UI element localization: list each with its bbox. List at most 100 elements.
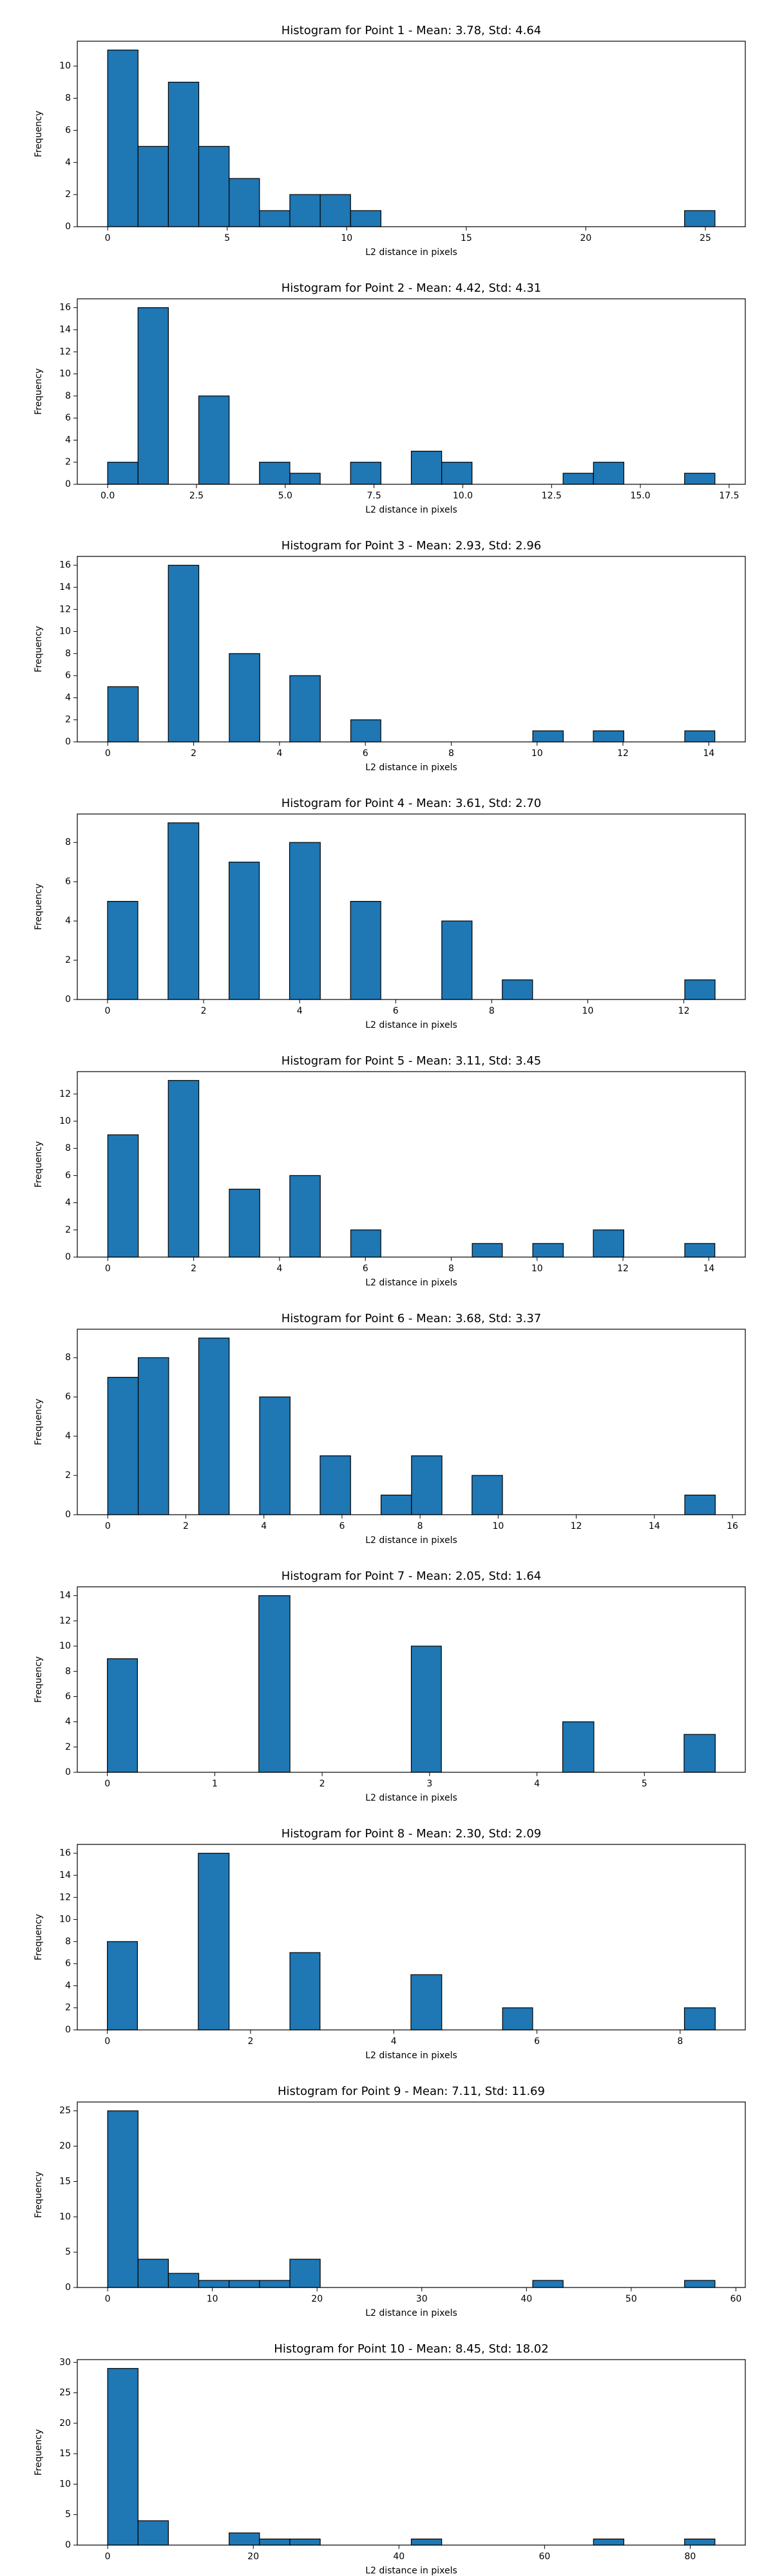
bar	[228, 862, 260, 1000]
x-tick-label: 14	[649, 1521, 660, 1531]
y-axis-label: Frequency	[33, 1656, 44, 1703]
x-tick-label: 0.0	[100, 491, 115, 501]
chart-title: Histogram for Point 5 - Mean: 3.11, Std:…	[282, 1054, 542, 1068]
y-tick-label: 2	[65, 2003, 71, 2013]
y-tick-label: 0	[65, 2025, 71, 2035]
y-tick-label: 12	[59, 1616, 71, 1626]
bar	[137, 2520, 169, 2546]
x-tick-label: 6	[363, 748, 368, 759]
bar	[350, 462, 381, 485]
x-axis-label: L2 distance in pixels	[365, 1793, 457, 1803]
y-tick-label: 2	[65, 189, 71, 200]
y-tick-label: 16	[59, 303, 71, 313]
bar	[289, 1175, 321, 1258]
y-tick-label: 6	[65, 1170, 71, 1180]
y-tick-label: 8	[65, 1937, 71, 1947]
y-tick-label: 4	[65, 1717, 71, 1727]
y-tick-label: 30	[59, 2357, 71, 2367]
x-axis-label: L2 distance in pixels	[365, 1020, 457, 1030]
y-axis-label: Frequency	[33, 884, 44, 930]
y-tick-label: 0	[65, 737, 71, 747]
bar	[593, 2538, 625, 2546]
chart-title: Histogram for Point 8 - Mean: 2.30, Std:…	[282, 1827, 542, 1841]
x-tick-label: 6	[339, 1521, 345, 1531]
bar	[107, 1134, 139, 1258]
y-tick-label: 12	[59, 604, 71, 614]
bar	[593, 1229, 624, 1258]
x-tick-label: 17.5	[719, 491, 739, 501]
axes-frame	[77, 1071, 746, 1258]
bar	[684, 210, 716, 227]
y-tick-label: 14	[59, 1591, 71, 1601]
y-tick-label: 2	[65, 1470, 71, 1481]
y-tick-label: 8	[65, 391, 71, 401]
x-tick-label: 12	[678, 1006, 690, 1016]
x-tick-label: 2	[201, 1006, 207, 1016]
bar	[289, 2538, 321, 2546]
x-tick-label: 2.5	[189, 491, 204, 501]
bar	[683, 2007, 716, 2031]
y-tick-label: 4	[65, 435, 71, 445]
bar	[258, 1595, 291, 1773]
axes-frame	[77, 41, 746, 227]
y-axis-label: Frequency	[33, 626, 44, 672]
bar	[167, 822, 200, 1000]
y-tick-label: 6	[65, 1392, 71, 1402]
bar	[198, 2280, 230, 2288]
x-axis-label: L2 distance in pixels	[365, 1535, 457, 1546]
x-tick-label: 10	[341, 233, 352, 243]
y-tick-label: 25	[59, 2388, 71, 2398]
x-tick-label: 2	[191, 748, 196, 759]
y-tick-label: 5	[65, 2510, 71, 2520]
bar	[684, 473, 716, 485]
y-tick-label: 12	[59, 346, 71, 357]
x-tick-label: 0	[104, 1779, 110, 1789]
bar	[198, 395, 230, 485]
x-tick-label: 50	[625, 2294, 637, 2304]
y-tick-label: 10	[59, 2479, 71, 2489]
y-tick-label: 5	[65, 2247, 71, 2257]
bar	[410, 1974, 443, 2031]
y-tick-label: 15	[59, 2448, 71, 2459]
x-tick-label: 8	[489, 1006, 495, 1016]
bar	[350, 719, 381, 743]
axes-frame	[77, 1844, 746, 2031]
y-tick-label: 15	[59, 2176, 71, 2186]
y-tick-label: 2	[65, 457, 71, 468]
x-tick-label: 12	[617, 748, 629, 759]
bar	[320, 1455, 351, 1515]
bar	[410, 450, 443, 485]
x-tick-label: 20	[580, 233, 592, 243]
bar	[532, 1243, 564, 1258]
y-tick-label: 10	[59, 1915, 71, 1925]
bar	[472, 1475, 503, 1515]
y-axis-label: Frequency	[33, 111, 44, 157]
x-tick-label: 12	[617, 1264, 629, 1274]
bar	[107, 686, 139, 743]
bar	[289, 194, 321, 227]
x-tick-label: 40	[520, 2294, 532, 2304]
x-tick-label: 12	[571, 1521, 582, 1531]
x-tick-label: 0	[105, 1521, 111, 1531]
y-tick-label: 10	[59, 1116, 71, 1126]
x-axis-label: L2 distance in pixels	[365, 247, 457, 258]
x-axis-label: L2 distance in pixels	[365, 2050, 457, 2061]
y-tick-label: 4	[65, 1980, 71, 1991]
y-tick-label: 8	[65, 1352, 71, 1363]
x-axis-label: L2 distance in pixels	[365, 762, 457, 773]
x-tick-label: 8	[417, 1521, 423, 1531]
y-tick-label: 6	[65, 1691, 71, 1701]
axes-frame	[77, 556, 746, 743]
x-axis-label: L2 distance in pixels	[365, 2566, 457, 2576]
bar	[684, 2538, 716, 2546]
bar	[684, 2280, 716, 2288]
x-tick-label: 15	[461, 233, 472, 243]
x-tick-label: 6	[393, 1006, 399, 1016]
x-axis-label: L2 distance in pixels	[365, 1278, 457, 1288]
bar	[441, 920, 473, 1000]
x-tick-label: 0	[105, 1264, 111, 1274]
y-tick-label: 12	[59, 1892, 71, 1902]
bar	[350, 210, 381, 227]
bar	[320, 194, 351, 227]
y-tick-label: 4	[65, 692, 71, 703]
